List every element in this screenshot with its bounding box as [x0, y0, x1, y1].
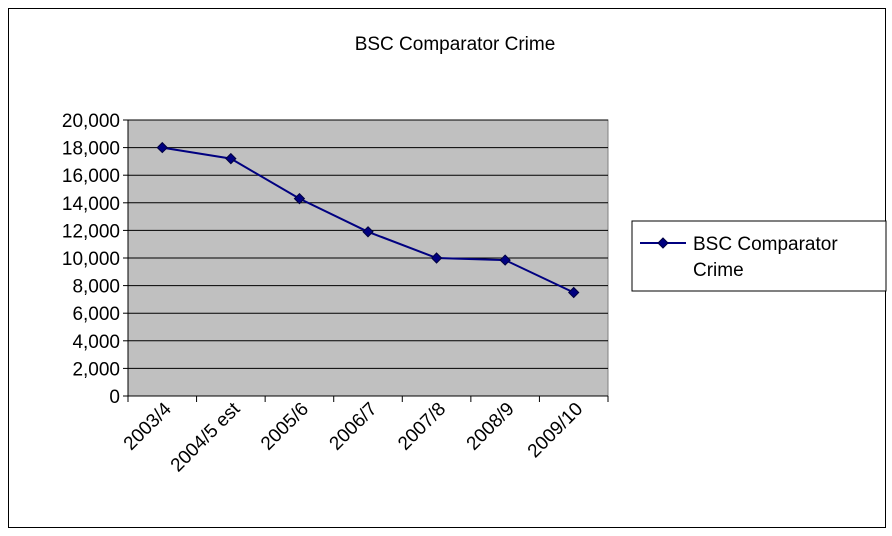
- x-tick-label: 2003/4: [120, 398, 176, 454]
- data-point-marker: [156, 141, 168, 154]
- legend-label-line-1: BSC Comparator: [693, 234, 838, 255]
- x-tick-label: 2006/7: [326, 399, 382, 455]
- y-tick-label: 0: [109, 387, 120, 408]
- y-tick-label: 6,000: [72, 304, 120, 325]
- data-point-marker: [430, 252, 443, 264]
- y-tick-label: 2,000: [72, 359, 120, 380]
- legend: BSC Comparator Crime: [631, 220, 887, 292]
- y-tick-label: 18,000: [62, 139, 120, 160]
- data-point-marker: [568, 286, 580, 299]
- y-tick-label: 14,000: [62, 194, 120, 215]
- data-point-marker: [499, 254, 511, 266]
- y-tick-label: 10,000: [62, 249, 120, 270]
- chart-title: BSC Comparator Crime: [355, 34, 556, 55]
- y-tick-label: 20,000: [62, 111, 120, 132]
- legend-diamond-marker: [657, 237, 669, 249]
- y-tick-label: 12,000: [62, 221, 120, 242]
- data-point-marker: [225, 152, 237, 165]
- y-axis: 0 2,000 4,000 6,000 8,000 10,000 12,000 14,000 1…: [62, 111, 129, 408]
- data-point-marker: [362, 226, 374, 238]
- x-tick-label: 2004/5 est: [167, 398, 245, 476]
- y-tick-label: 16,000: [62, 166, 120, 187]
- x-tick-label: 2005/6: [257, 399, 313, 455]
- plot-area: [127, 119, 609, 397]
- series-layer: [156, 141, 580, 299]
- x-tick-label: 2009/10: [524, 399, 587, 462]
- legend-box: [631, 220, 887, 292]
- x-tick-label: 2008/9: [463, 399, 519, 455]
- data-point-marker: [293, 192, 306, 205]
- legend-label-line-2: Crime: [693, 260, 744, 281]
- y-tick-label: 4,000: [72, 332, 120, 353]
- gridlines: [128, 119, 608, 369]
- x-tick-label: 2007/8: [394, 399, 450, 455]
- y-tick-label: 8,000: [72, 277, 120, 298]
